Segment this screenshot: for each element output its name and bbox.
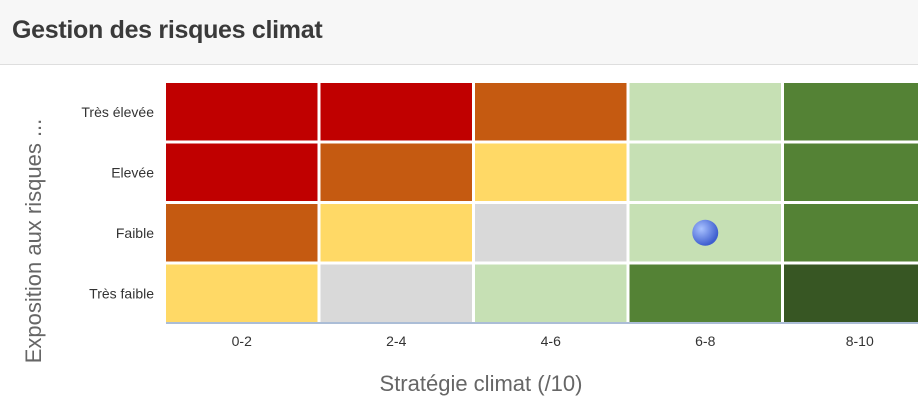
heatmap-cell-1-5: [784, 83, 918, 141]
x-axis-tick-labels: 0-2 2-4 4-6 6-8 8-10: [232, 333, 874, 349]
heatmap-cell-3-5: [784, 204, 918, 262]
y-tick-label: Très élevée: [81, 104, 154, 120]
page-title: Gestion des risques climat: [12, 16, 323, 44]
y-axis-tick-labels: Très élevée Elevée Faible Très faible: [81, 104, 154, 302]
heatmap-cell-4-4: [629, 264, 781, 322]
x-tick-label: 4-6: [541, 333, 561, 349]
x-tick-label: 6-8: [695, 333, 715, 349]
heatmap-cell-1-3: [475, 83, 627, 141]
heatmap-cell-4-2: [320, 264, 472, 322]
y-tick-label: Très faible: [89, 285, 154, 301]
heatmap-cell-2-2: [320, 143, 472, 201]
heatmap-cell-4-5: [784, 264, 918, 322]
page-header: Gestion des risques climat: [0, 0, 918, 65]
y-axis-title: Exposition aux risques ...: [21, 119, 46, 364]
y-tick-label: Faible: [116, 225, 154, 241]
x-tick-label: 8-10: [846, 333, 874, 349]
data-points: [692, 219, 719, 246]
heatmap-cell-2-1: [166, 143, 318, 201]
heatmap-cell-2-3: [475, 143, 627, 201]
heatmap-cells: [166, 83, 918, 322]
heatmap-cell-2-5: [784, 143, 918, 201]
heatmap-cell-3-3: [475, 204, 627, 262]
y-tick-label: Elevée: [111, 164, 154, 180]
heatmap-cell-1-4: [629, 83, 781, 141]
x-tick-label: 2-4: [386, 333, 406, 349]
data-point-marker[interactable]: [692, 219, 719, 246]
heatmap-cell-4-1: [166, 264, 318, 322]
x-tick-label: 0-2: [232, 333, 252, 349]
x-axis-title: Stratégie climat (/10): [380, 371, 583, 396]
heatmap-cell-1-2: [320, 83, 472, 141]
heatmap-cell-4-3: [475, 264, 627, 322]
heatmap-cell-3-1: [166, 204, 318, 262]
heatmap-cell-2-4: [629, 143, 781, 201]
heatmap-cell-1-1: [166, 83, 318, 141]
heatmap-cell-3-2: [320, 204, 472, 262]
